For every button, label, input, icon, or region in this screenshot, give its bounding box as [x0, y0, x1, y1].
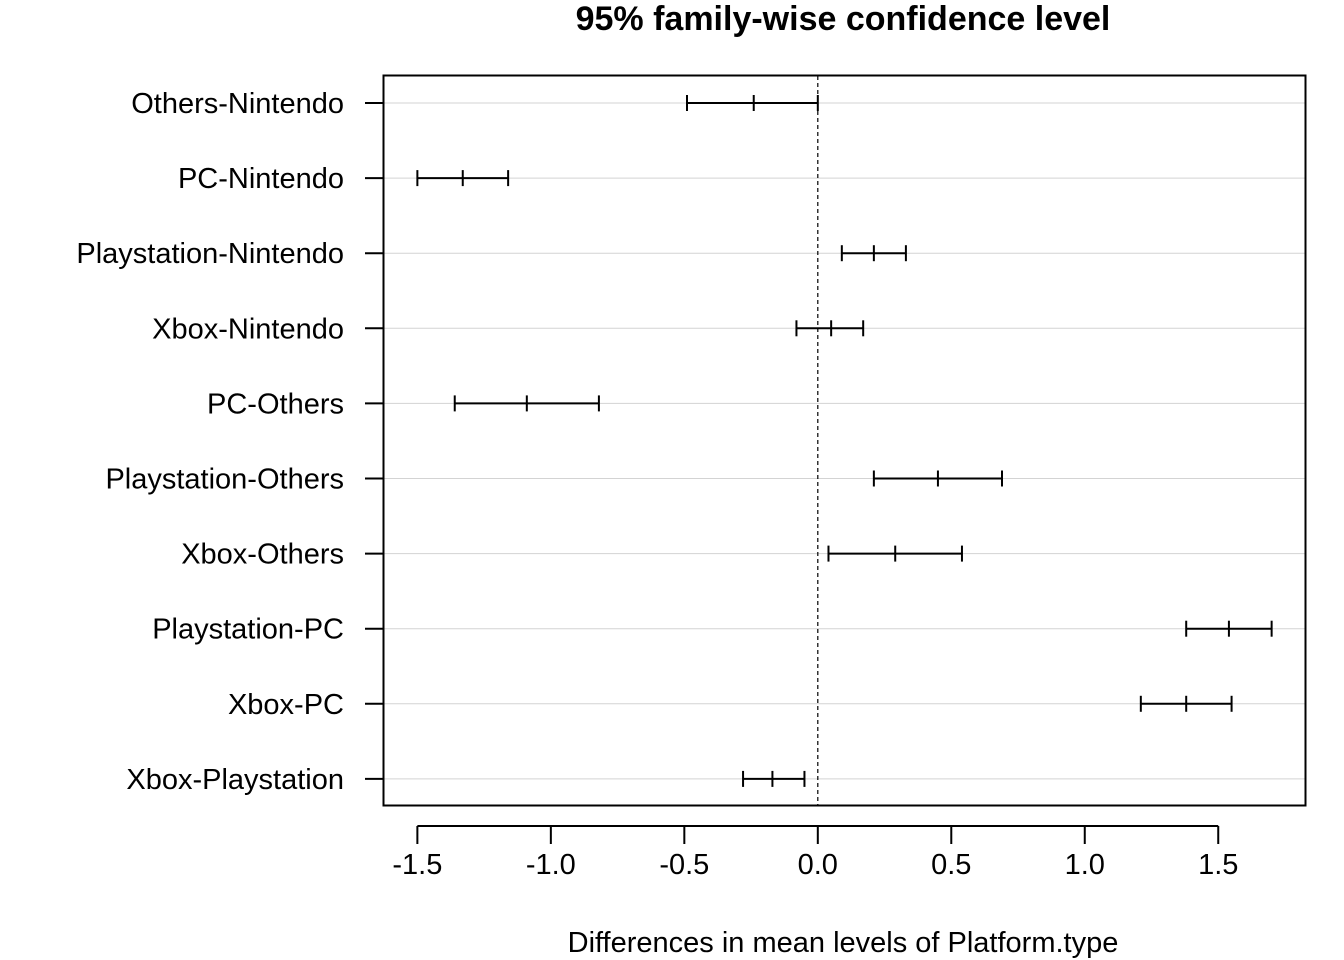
y-tick-label: Others-Nintendo [131, 88, 344, 120]
y-tick-label: PC-Nintendo [178, 163, 344, 195]
y-tick-label: PC-Others [207, 388, 344, 420]
y-tick-label: Xbox-PC [228, 689, 344, 721]
x-tick-label: -0.5 [659, 849, 709, 881]
grid-lines [384, 102, 1305, 780]
y-tick-label: Xbox-Others [181, 539, 344, 571]
x-tick-label: 0.0 [798, 849, 838, 881]
intervals-group [416, 95, 1273, 787]
y-tick-label: Playstation-Nintendo [76, 238, 344, 270]
y-tick-label: Xbox-Playstation [126, 764, 344, 796]
x-tick-label: 0.5 [931, 849, 971, 881]
x-tick-label: -1.0 [526, 849, 576, 881]
x-tick-label: 1.0 [1065, 849, 1105, 881]
x-axis: -1.5 -1.0 -0.5 0.0 0.5 1.0 1.5 [392, 825, 1238, 881]
x-tick-label: -1.5 [392, 849, 442, 881]
plot-frame [382, 74, 1307, 807]
y-axis: Others-Nintendo PC-Nintendo Playstation-Ni… [76, 88, 384, 796]
y-tick-label: Playstation-Others [105, 464, 344, 496]
x-axis-label: Differences in mean levels of Platform.t… [568, 927, 1119, 959]
x-tick-label: 1.5 [1198, 849, 1238, 881]
y-tick-label: Playstation-PC [152, 614, 344, 646]
chart-title: 95% family-wise confidence level [576, 0, 1111, 38]
y-tick-label: Xbox-Nintendo [152, 313, 344, 345]
